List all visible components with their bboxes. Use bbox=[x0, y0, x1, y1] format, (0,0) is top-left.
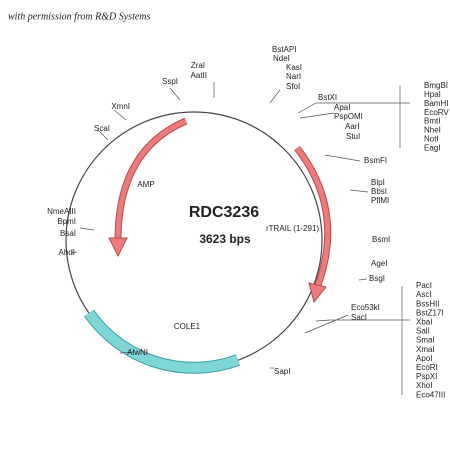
permission-note: with permission from R&D Systems bbox=[8, 11, 151, 22]
site-label: Eco53kI bbox=[351, 303, 380, 312]
site-label: EcoRV bbox=[424, 108, 449, 117]
amp-arrow bbox=[115, 118, 187, 241]
site-groups: BmgBIHpaIBamHIEcoRVBmtINheINotIEagIPacIA… bbox=[416, 81, 449, 399]
site-label: BsmFI bbox=[364, 156, 387, 165]
site-label: AarI bbox=[345, 122, 360, 131]
site-label: BpmI bbox=[57, 217, 76, 226]
site-label: BstXI bbox=[318, 93, 337, 102]
site-label: SalI bbox=[416, 327, 430, 336]
site-label: BlpI bbox=[371, 178, 385, 187]
feature-label: AMP bbox=[137, 180, 154, 189]
site-label: BsgI bbox=[369, 274, 385, 283]
site-label: PspOMI bbox=[334, 112, 363, 121]
site-label: XbaI bbox=[416, 318, 432, 327]
rtrail-arrow bbox=[295, 146, 331, 286]
site-label: AscI bbox=[416, 290, 432, 299]
site-label: AlwNI bbox=[127, 348, 148, 357]
site-label: AatII bbox=[191, 71, 207, 80]
site-label: SmaI bbox=[416, 336, 435, 345]
site-label: BssHII bbox=[416, 299, 440, 308]
site-label: ApaI bbox=[334, 103, 350, 112]
site-label: SspI bbox=[162, 77, 178, 86]
site-label: StuI bbox=[346, 132, 360, 141]
site-label: BbsI bbox=[371, 187, 387, 196]
site-label: BstZ17I bbox=[416, 308, 444, 317]
site-label: EagI bbox=[424, 143, 440, 152]
site-label: HpaI bbox=[424, 90, 441, 99]
site-label: BmtI bbox=[424, 117, 440, 126]
feature-label: COLE1 bbox=[174, 322, 201, 331]
site-label: PflMI bbox=[371, 196, 389, 205]
plasmid-name: RDC3236 bbox=[189, 204, 259, 221]
site-label: XmnI bbox=[111, 102, 130, 111]
cole1-feature bbox=[84, 310, 240, 373]
site-label: ScaI bbox=[94, 124, 110, 133]
site-label: SfoI bbox=[286, 82, 300, 91]
rtrail-arrowhead bbox=[308, 282, 327, 304]
site-label: XmaI bbox=[416, 345, 435, 354]
site-label: SapI bbox=[274, 367, 290, 376]
plasmid-size: 3623 bps bbox=[199, 232, 251, 246]
leader-lines bbox=[70, 82, 410, 395]
site-label: AgeI bbox=[371, 259, 387, 268]
site-label: NheI bbox=[424, 126, 441, 135]
site-label: ZraI bbox=[191, 61, 205, 70]
site-label: NarI bbox=[286, 72, 301, 81]
amp-arrowhead bbox=[108, 237, 128, 258]
site-label: BsmI bbox=[372, 235, 390, 244]
feature-label: rTRAIL (1-291) bbox=[266, 224, 319, 233]
site-label: Eco47III bbox=[416, 390, 445, 399]
site-label: KasI bbox=[286, 63, 302, 72]
site-label: EcoRI bbox=[416, 363, 438, 372]
site-label: BamHI bbox=[424, 99, 448, 108]
site-label: BsaI bbox=[60, 229, 76, 238]
site-label: ApoI bbox=[416, 354, 432, 363]
site-label: NdeI bbox=[273, 54, 290, 63]
site-label: SacI bbox=[351, 313, 367, 322]
site-label: PacI bbox=[416, 281, 432, 290]
site-label: NotI bbox=[424, 135, 439, 144]
site-label: NmeAIII bbox=[47, 207, 76, 216]
site-label: BstAPI bbox=[272, 45, 296, 54]
site-label: XhoI bbox=[416, 381, 432, 390]
site-label: AhdI bbox=[59, 248, 75, 257]
site-label: PspXI bbox=[416, 372, 437, 381]
site-label: BmgBI bbox=[424, 81, 448, 90]
